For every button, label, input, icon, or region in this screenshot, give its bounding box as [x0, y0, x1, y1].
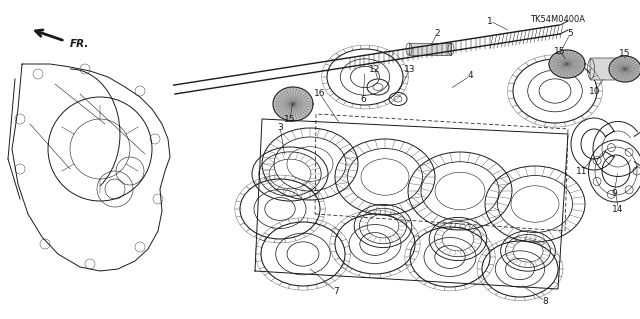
- Text: TK54M0400A: TK54M0400A: [531, 14, 586, 24]
- Text: 8: 8: [542, 296, 548, 306]
- Text: 15: 15: [554, 47, 566, 56]
- Text: 3: 3: [277, 122, 283, 131]
- Polygon shape: [273, 87, 313, 121]
- Text: 14: 14: [612, 204, 624, 213]
- Text: 1: 1: [487, 17, 493, 26]
- Text: 10: 10: [589, 86, 601, 95]
- Text: 4: 4: [467, 71, 473, 80]
- Text: 6: 6: [360, 94, 366, 103]
- Text: 5: 5: [567, 29, 573, 39]
- Text: 15: 15: [620, 49, 631, 58]
- FancyBboxPatch shape: [590, 58, 620, 80]
- Polygon shape: [609, 56, 640, 82]
- Text: 13: 13: [404, 64, 416, 73]
- Text: FR.: FR.: [70, 39, 90, 49]
- Text: 12: 12: [369, 64, 381, 73]
- Polygon shape: [549, 50, 585, 78]
- Text: 9: 9: [611, 189, 617, 198]
- Text: 16: 16: [314, 90, 326, 99]
- Text: 15: 15: [284, 115, 296, 123]
- Text: 11: 11: [576, 167, 588, 175]
- Text: 7: 7: [333, 286, 339, 295]
- Bar: [409, 43, 451, 55]
- Text: 2: 2: [434, 29, 440, 39]
